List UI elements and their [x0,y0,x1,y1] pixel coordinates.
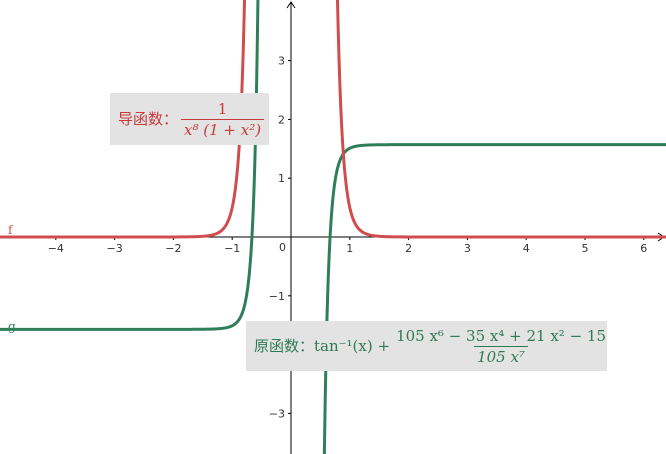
primitive-fraction: 105 x⁶ − 35 x⁴ + 21 x² − 15 105 x⁷ [393,328,609,365]
primitive-numerator: 105 x⁶ − 35 x⁴ + 21 x² − 15 [396,326,606,345]
primitive-prefix: 原函数：tan⁻¹(x) + [254,337,391,355]
primitive-label: 原函数：tan⁻¹(x) + 105 x⁶ − 35 x⁴ + 21 x² − … [246,321,607,371]
y-tick-label: 2 [278,113,285,126]
f-curve-right [335,0,666,239]
y-axis-arrow [286,1,296,9]
derivative-numerator: 1 [217,99,228,118]
g-curve-right [322,143,666,454]
y-tick-label: 3 [278,55,285,68]
x-tick-label: 1 [346,242,353,255]
x-tick-label: 4 [523,242,530,255]
x-tick-label: −3 [106,242,122,255]
derivative-fraction: 1 x⁸ (1 + x²) [181,99,265,138]
primitive-denominator: 105 x⁷ [474,345,528,365]
y-tick-label: −1 [269,290,285,303]
origin-label: 0 [279,241,286,254]
x-tick-label: −2 [165,242,181,255]
g-curve-left [0,0,260,331]
x-tick-label: 3 [464,242,471,255]
derivative-denominator: x⁸ (1 + x²) [181,118,265,138]
derivative-label: 导函数： 1 x⁸ (1 + x²) [110,93,269,145]
derivative-prefix: 导函数： [118,110,179,128]
x-tick-label: 6 [640,242,647,255]
y-tick-label: −3 [269,407,285,420]
x-tick-label: 2 [405,242,412,255]
x-tick-label: −4 [48,242,64,255]
series-label-f: f [8,223,14,237]
y-tick-label: 1 [278,172,285,185]
x-tick-label: 5 [582,242,589,255]
x-tick-label: −1 [224,242,240,255]
series-label-g: g [8,319,16,333]
x-axis-ticks: −4 −3 −2 −1 1 2 3 4 5 6 [48,237,647,255]
